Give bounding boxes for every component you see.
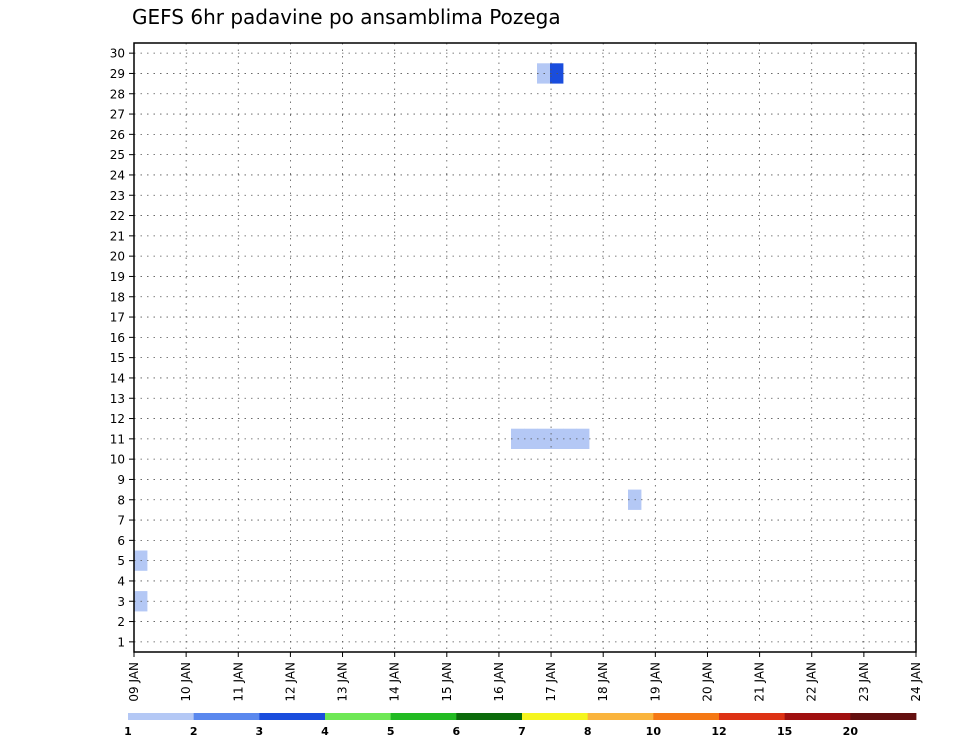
y-tick-label-20: 20 [110,250,125,264]
legend-swatch-0 [128,713,195,720]
x-tick-label-6: 15 JAN [440,662,454,702]
legend-swatch-10 [784,713,851,720]
legend-swatch-6 [522,713,589,720]
legend-swatch-1 [193,713,260,720]
y-tick-label-1: 1 [117,635,125,649]
y-tick-label-2: 2 [117,615,125,629]
legend-swatch-11 [850,713,917,720]
y-tick-label-3: 3 [117,595,125,609]
legend-swatch-4 [390,713,457,720]
y-tick-label-5: 5 [117,554,125,568]
x-tick-label-5: 14 JAN [388,662,402,702]
x-tick-label-7: 16 JAN [492,662,506,702]
legend-label-2: 2 [190,725,198,738]
y-axis: 1234567891011121314151617181920212223242… [110,47,134,649]
legend-swatch-3 [325,713,392,720]
x-tick-label-2: 11 JAN [231,662,245,702]
x-tick-label-10: 19 JAN [648,662,662,702]
y-tick-label-19: 19 [110,270,125,284]
legend-label-15: 15 [777,725,792,738]
x-tick-label-9: 18 JAN [596,662,610,702]
legend-label-5: 5 [387,725,395,738]
legend-label-20: 20 [843,725,859,738]
x-tick-label-11: 20 JAN [700,662,714,702]
y-tick-label-25: 25 [110,148,125,162]
legend-label-1: 1 [124,725,132,738]
y-tick-label-24: 24 [110,168,125,182]
y-tick-label-11: 11 [110,432,125,446]
y-tick-label-6: 6 [117,534,125,548]
y-tick-label-4: 4 [117,574,125,588]
legend-swatch-8 [653,713,720,720]
legend-label-3: 3 [256,725,264,738]
y-tick-label-23: 23 [110,189,125,203]
y-tick-label-26: 26 [110,128,125,142]
x-tick-label-1: 10 JAN [179,662,193,702]
x-axis: 09 JAN 10 JAN 11 JAN 12 JAN 13 JAN 14 JAN 15 J… [127,652,923,702]
grid-lines [134,43,916,652]
y-tick-label-22: 22 [110,209,125,223]
legend-label-12: 12 [711,725,726,738]
y-tick-label-14: 14 [110,371,125,385]
x-tick-label-4: 13 JAN [336,662,350,702]
legend-label-6: 6 [453,725,461,738]
y-tick-label-8: 8 [117,493,125,507]
legend-label-8: 8 [584,725,592,738]
legend: 1 2 3 4 5 6 7 8 10 12 15 20 [124,713,917,738]
y-tick-label-16: 16 [110,331,125,345]
y-tick-label-28: 28 [110,87,125,101]
legend-swatch-9 [719,713,786,720]
x-tick-label-3: 12 JAN [283,662,297,702]
y-tick-label-18: 18 [110,290,125,304]
y-tick-label-21: 21 [110,229,125,243]
legend-swatch-5 [456,713,523,720]
legend-label-10: 10 [646,725,662,738]
y-tick-label-30: 30 [110,47,125,61]
x-tick-label-8: 17 JAN [544,662,558,702]
x-tick-label-0: 09 JAN [127,662,141,702]
x-tick-label-15: 24 JAN [909,662,923,702]
legend-swatch-7 [587,713,654,720]
y-tick-label-15: 15 [110,351,125,365]
legend-label-4: 4 [321,725,329,738]
y-tick-label-13: 13 [110,392,125,406]
y-tick-label-10: 10 [110,453,125,467]
legend-swatch-2 [259,713,326,720]
x-tick-label-12: 21 JAN [753,662,767,702]
y-tick-label-17: 17 [110,311,125,325]
legend-label-7: 7 [518,725,526,738]
plot-frame [133,42,917,653]
chart-title: GEFS 6hr padavine po ansamblima Pozega [132,5,561,29]
y-tick-label-12: 12 [110,412,125,426]
y-tick-label-7: 7 [117,514,125,528]
y-tick-label-29: 29 [110,67,125,81]
y-tick-label-27: 27 [110,108,125,122]
x-tick-label-14: 23 JAN [857,662,871,702]
x-tick-label-13: 22 JAN [805,662,819,702]
y-tick-label-9: 9 [117,473,125,487]
